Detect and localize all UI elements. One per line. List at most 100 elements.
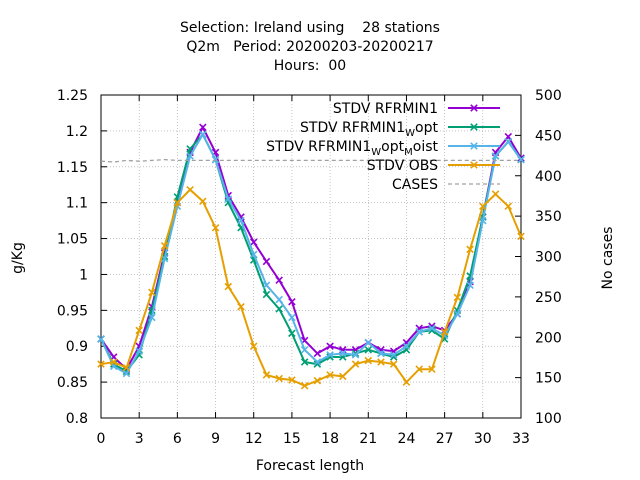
data-point (428, 324, 436, 333)
axes: 0 3 6 9 12 15 18 21 24 27 30 33 0.8 0.85 0.9 0.95 1 1.05 1… (57, 88, 562, 447)
data-point (313, 360, 322, 368)
x-tick-label: 21 (359, 431, 377, 447)
data-point (402, 378, 411, 386)
x-tick-label: 24 (398, 431, 416, 447)
data-point (326, 371, 334, 379)
data-point (479, 202, 487, 211)
data-point (148, 288, 156, 297)
legend-label: STDV RFRMIN1Wopt (300, 120, 438, 139)
data-point (262, 257, 271, 266)
data-point (186, 185, 194, 194)
data-point (288, 313, 296, 322)
data-point (211, 155, 220, 164)
data-point (517, 232, 525, 241)
legend-label: STDV RFRMIN1 (333, 101, 438, 117)
data-point (377, 358, 385, 366)
data-point (415, 328, 423, 336)
data-point (402, 342, 411, 350)
series-layer (97, 123, 525, 390)
data-point (428, 365, 436, 373)
data-point (389, 351, 398, 359)
data-point (148, 313, 156, 322)
data-point (122, 363, 131, 372)
data-point (517, 155, 525, 164)
legend-marker (470, 142, 478, 150)
data-point (339, 349, 347, 358)
y-tick-label: 1.15 (57, 160, 88, 176)
data-point (237, 216, 245, 225)
x-tick-label: 30 (474, 431, 492, 447)
legend-marker (470, 104, 478, 112)
data-point (491, 190, 500, 198)
legend-label: STDV RFRMIN1WoptMoist (266, 139, 438, 158)
data-point (186, 152, 194, 160)
y-tick-label: 1 (79, 267, 88, 283)
data-point (351, 351, 360, 359)
y2-tick-label: 500 (535, 88, 562, 104)
data-point (97, 360, 105, 368)
data-point (377, 349, 385, 358)
series-4 (100, 158, 521, 163)
series-3 (97, 185, 525, 390)
y-axis-label: g/Kg (10, 242, 26, 274)
data-point (249, 342, 258, 350)
data-point (300, 346, 309, 354)
y-tick-label: 0.8 (66, 411, 88, 427)
x-tick-label: 12 (245, 431, 263, 447)
y2-axis-label: No cases (600, 227, 616, 290)
y2-tick-label: 250 (535, 290, 562, 306)
series-line (100, 188, 522, 387)
title-line-2: Q2m Period: 20200203-20200217 (186, 39, 433, 55)
legend-marker (470, 123, 478, 131)
data-point (491, 152, 500, 160)
data-point (479, 216, 487, 225)
data-point (415, 365, 423, 373)
data-point (339, 372, 347, 381)
data-point (288, 297, 296, 306)
title-line-1: Selection: Ireland using 28 stations (180, 20, 440, 36)
series-2 (97, 130, 525, 378)
y2-tick-label: 450 (535, 128, 562, 144)
y-tick-label: 1.05 (57, 232, 88, 248)
y-tick-label: 1.25 (57, 88, 88, 104)
data-point (453, 310, 462, 318)
data-point (504, 202, 513, 211)
data-point (249, 238, 258, 246)
data-point (97, 335, 105, 343)
data-point (300, 358, 309, 366)
data-point (173, 198, 182, 207)
data-point (224, 195, 233, 203)
data-point (135, 347, 143, 356)
data-point (262, 281, 271, 289)
x-tick-label: 18 (321, 431, 339, 447)
y2-tick-label: 350 (535, 209, 562, 225)
data-point (211, 224, 220, 232)
data-point (275, 295, 283, 304)
y2-tick-label: 150 (535, 371, 562, 387)
data-point (122, 369, 131, 378)
data-point (313, 376, 322, 385)
series-line (100, 158, 521, 163)
data-point (262, 371, 271, 379)
data-point (199, 123, 207, 132)
data-point (288, 376, 296, 384)
data-point (364, 356, 373, 365)
x-tick-label: 3 (135, 431, 144, 447)
data-point (313, 349, 322, 358)
data-point (288, 329, 296, 338)
y2-tick-label: 300 (535, 250, 562, 266)
data-point (224, 282, 233, 291)
x-tick-label: 6 (173, 431, 182, 447)
data-point (262, 290, 271, 299)
x-tick-label: 15 (283, 431, 301, 447)
x-axis-label: Forecast length (256, 458, 364, 474)
y2-tick-label: 100 (535, 411, 562, 427)
y-tick-label: 0.9 (66, 339, 88, 355)
legend-marker (470, 161, 478, 169)
data-point (326, 342, 334, 350)
plot-frame (100, 94, 522, 419)
data-point (504, 137, 513, 146)
series-line (100, 132, 522, 375)
